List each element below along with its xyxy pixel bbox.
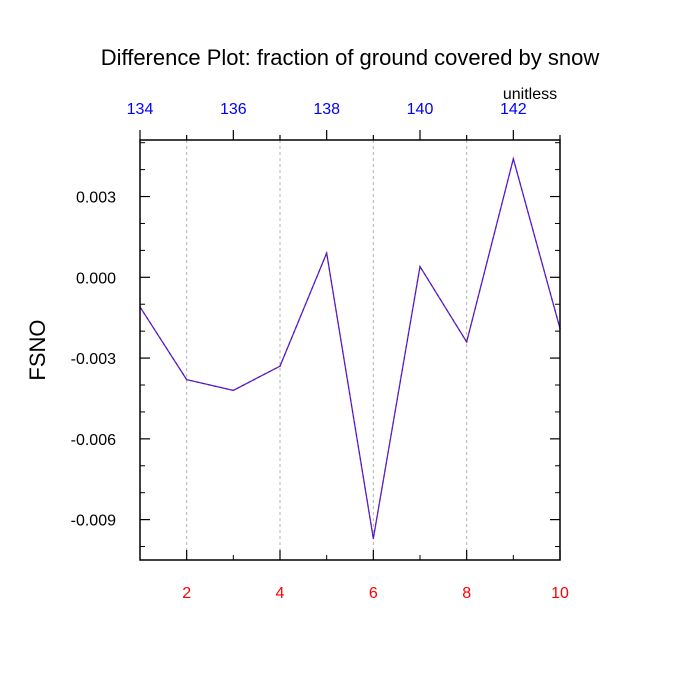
y-tick-label: -0.003	[71, 351, 116, 368]
x-tick-label: 10	[551, 585, 569, 602]
grid	[186, 140, 468, 560]
data-point	[419, 265, 421, 268]
chart-title: Difference Plot: fraction of ground cove…	[101, 45, 600, 70]
series-line-dash	[139, 156, 561, 539]
y-tick-label: -0.006	[71, 432, 116, 449]
data-point	[279, 365, 281, 367]
x-tick-label: 6	[369, 585, 378, 602]
series	[139, 156, 561, 540]
plot-frame	[139, 139, 561, 561]
x-tick-label: 2	[182, 585, 191, 602]
data-point	[232, 389, 235, 392]
data-point	[512, 158, 515, 160]
y-tick-label: 0.003	[76, 190, 116, 207]
data-point	[185, 378, 188, 381]
y-tick-label: 0.000	[76, 270, 116, 287]
top-tick-label: 138	[313, 101, 340, 118]
data-point	[465, 341, 468, 343]
y-axis-label: FSNO	[25, 319, 50, 380]
series-line	[139, 156, 561, 539]
top-tick-label: 140	[407, 101, 434, 118]
top-tick-label: 134	[127, 101, 154, 118]
data-point	[372, 537, 375, 540]
top-tick-label: 136	[220, 101, 247, 118]
data-point	[325, 252, 328, 254]
tick-labels: 2 4 6 8 10 134 136 138 140 142 0.003 0.000 -0.003 -0.…	[71, 101, 569, 602]
units-label: unitless	[503, 86, 557, 103]
axis-ticks	[139, 130, 561, 560]
top-tick-label: 142	[500, 101, 527, 118]
y-tick-label: -0.009	[71, 513, 116, 530]
x-tick-label: 8	[462, 585, 471, 602]
x-tick-label: 4	[276, 585, 285, 602]
